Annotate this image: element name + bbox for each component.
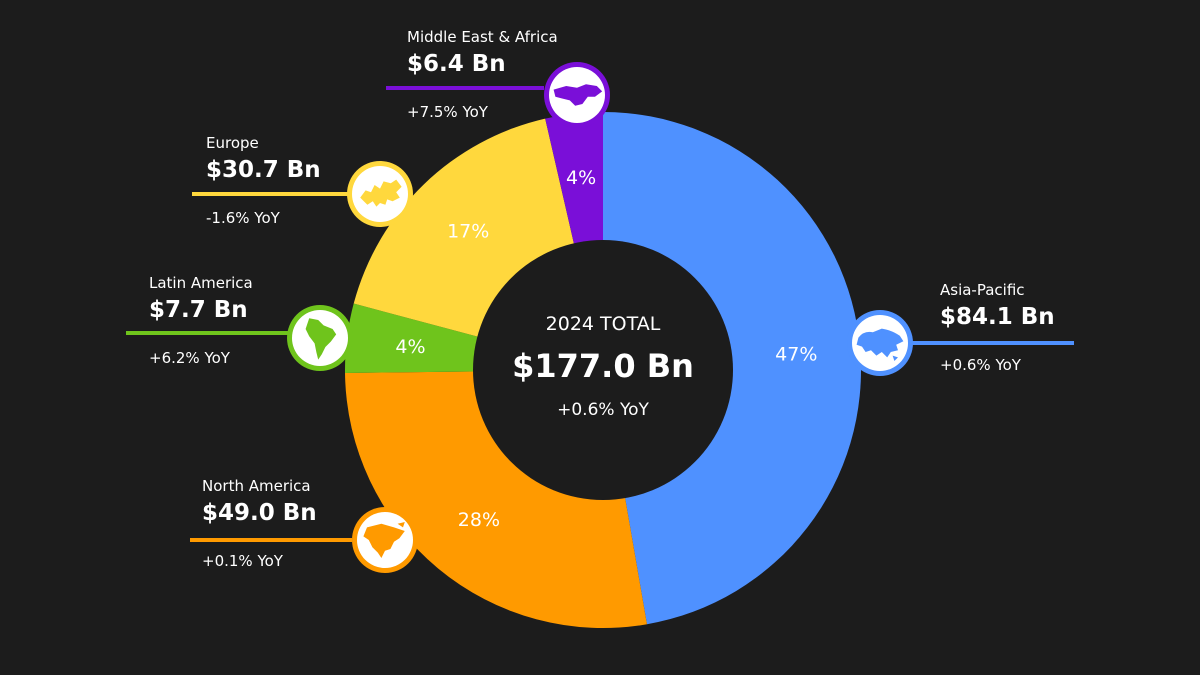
region-value-latin-america: $7.7 Bn (149, 297, 248, 323)
region-value-north-america: $49.0 Bn (202, 500, 317, 526)
region-name-middle-east-africa: Middle East & Africa (407, 28, 558, 46)
donut-hole (473, 240, 733, 500)
region-value-europe: $30.7 Bn (206, 157, 321, 183)
callout-middle-east-africa: Middle East & Africa $6.4 Bn +7.5% YoY (386, 28, 610, 128)
region-name-europe: Europe (206, 134, 259, 152)
center-title: 2024 TOTAL (546, 313, 661, 335)
callout-latin-america: Latin America $7.7 Bn +6.2% YoY (126, 274, 353, 371)
callout-europe: Europe $30.7 Bn -1.6% YoY (192, 134, 413, 227)
callout-north-america: North America $49.0 Bn +0.1% YoY (190, 477, 418, 573)
region-yoy-latin-america: +6.2% YoY (149, 349, 231, 367)
callout-asia-pacific: Asia-Pacific $84.1 Bn +0.6% YoY (847, 281, 1074, 376)
share-label-latin-america: 4% (395, 336, 425, 358)
region-yoy-europe: -1.6% YoY (206, 209, 281, 227)
region-value-asia-pacific: $84.1 Bn (940, 304, 1055, 330)
center-total-value: $177.0 Bn (512, 347, 694, 385)
region-yoy-asia-pacific: +0.6% YoY (940, 356, 1022, 374)
share-label-asia-pacific: 47% (775, 343, 817, 365)
region-name-north-america: North America (202, 477, 311, 495)
share-label-europe: 17% (447, 220, 489, 242)
region-value-middle-east-africa: $6.4 Bn (407, 51, 506, 77)
region-yoy-middle-east-africa: +7.5% YoY (407, 103, 489, 121)
north-america-map-icon (363, 522, 405, 558)
europe-map-icon (360, 179, 402, 207)
share-labels: 47% 28% 4% 17% 4% (395, 167, 817, 531)
region-callouts: Asia-Pacific $84.1 Bn +0.6% YoY North Ameri… (126, 28, 1074, 573)
share-label-north-america: 28% (458, 509, 500, 531)
region-name-asia-pacific: Asia-Pacific (940, 281, 1025, 299)
share-label-middle-east-africa: 4% (566, 167, 596, 189)
region-name-latin-america: Latin America (149, 274, 253, 292)
latin-america-map-icon (305, 318, 337, 360)
asia-map-icon (856, 328, 904, 361)
region-yoy-north-america: +0.1% YoY (202, 552, 284, 570)
middle-east-africa-map-icon (553, 84, 603, 106)
center-yoy: +0.6% YoY (557, 400, 649, 420)
